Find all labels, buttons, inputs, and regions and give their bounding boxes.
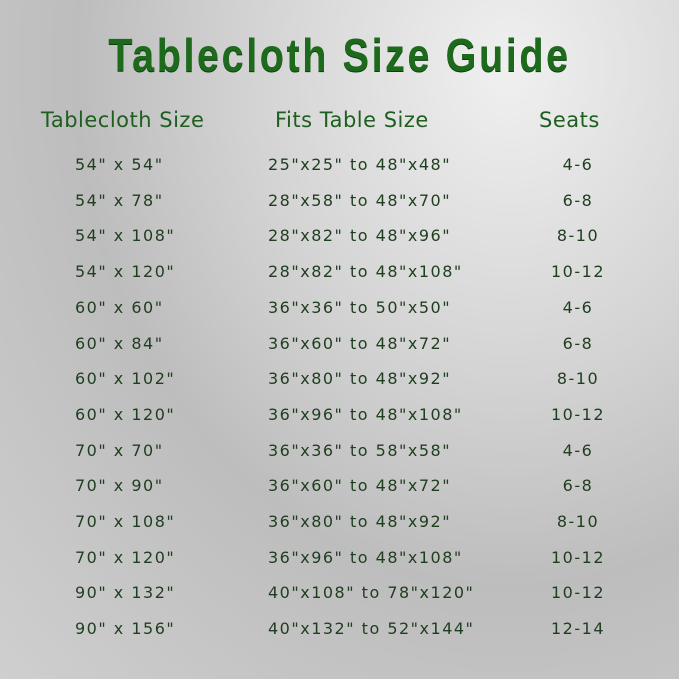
tablecloth-size-cell: 60" x 60" [75, 297, 164, 317]
seats-cell: 8-10 [556, 226, 600, 246]
header-tablecloth-size: Tablecloth Size [41, 108, 205, 132]
tablecloth-size-cell: 54" x 108" [75, 226, 176, 246]
seats-cell: 8-10 [556, 512, 600, 531]
tablecloth-size-cell: 70" x 70" [75, 440, 164, 460]
fits-table-size-cell: 36"x80" to 48"x92" [268, 369, 452, 389]
table-row: 70" x 120" 36"x96" to 48"x108" 10-12 [0, 548, 679, 578]
seats-cell: 10-12 [551, 547, 605, 567]
fits-table-size-cell: 40"x108" to 78"x120" [268, 583, 475, 603]
fits-table-size-cell: 28"x58" to 48"x70" [268, 190, 452, 210]
seats-cell: 4-6 [562, 440, 594, 460]
fits-table-size-cell: 36"x80" to 48"x92" [268, 512, 452, 531]
table-row: 70" x 90" 36"x60" to 48"x72" 6-8 [0, 476, 679, 506]
fits-table-size-cell: 36"x60" to 48"x72" [268, 476, 452, 496]
table-row: 54" x 54" 25"x25" to 48"x48" 4-6 [0, 155, 679, 185]
seats-cell: 4-6 [562, 155, 594, 174]
table-row: 60" x 84" 36"x60" to 48"x72" 6-8 [0, 334, 679, 364]
tablecloth-size-cell: 90" x 156" [75, 619, 176, 639]
tablecloth-size-cell: 90" x 132" [75, 583, 176, 603]
table-row: 70" x 108" 36"x80" to 48"x92" 8-10 [0, 512, 679, 542]
tablecloth-size-cell: 60" x 84" [75, 333, 164, 353]
fits-table-size-cell: 36"x36" to 50"x50" [268, 297, 452, 317]
table-row: 54" x 78" 28"x58" to 48"x70" 6-8 [0, 191, 679, 221]
seats-cell: 10-12 [551, 404, 605, 424]
header-fits-table-size: Fits Table Size [275, 108, 429, 132]
fits-table-size-cell: 36"x96" to 48"x108" [268, 404, 463, 424]
header-seats: Seats [539, 108, 600, 132]
table-row: 70" x 70" 36"x36" to 58"x58" 4-6 [0, 441, 679, 471]
seats-cell: 6-8 [562, 190, 594, 210]
fits-table-size-cell: 28"x82" to 48"x96" [268, 226, 452, 246]
fits-table-size-cell: 36"x60" to 48"x72" [268, 333, 452, 353]
seats-cell: 6-8 [562, 476, 594, 496]
tablecloth-size-cell: 70" x 120" [75, 547, 176, 567]
fits-table-size-cell: 36"x96" to 48"x108" [268, 547, 463, 567]
fits-table-size-cell: 28"x82" to 48"x108" [268, 262, 463, 282]
table-row: 90" x 132" 40"x108" to 78"x120" 10-12 [0, 583, 679, 613]
tablecloth-size-cell: 54" x 54" [75, 155, 164, 174]
tablecloth-size-cell: 70" x 90" [75, 476, 164, 496]
table-row: 54" x 108" 28"x82" to 48"x96" 8-10 [0, 226, 679, 256]
table-row: 90" x 156" 40"x132" to 52"x144" 12-14 [0, 619, 679, 649]
fits-table-size-cell: 36"x36" to 58"x58" [268, 440, 452, 460]
table-row: 60" x 102" 36"x80" to 48"x92" 8-10 [0, 369, 679, 399]
fits-table-size-cell: 40"x132" to 52"x144" [268, 619, 475, 639]
seats-cell: 6-8 [562, 333, 594, 353]
fits-table-size-cell: 25"x25" to 48"x48" [268, 155, 452, 174]
seats-cell: 10-12 [551, 262, 605, 282]
page-title: Tablecloth Size Guide [108, 29, 571, 81]
tablecloth-size-cell: 60" x 102" [75, 369, 176, 389]
table-row: 60" x 60" 36"x36" to 50"x50" 4-6 [0, 298, 679, 328]
seats-cell: 4-6 [562, 297, 594, 317]
tablecloth-size-cell: 60" x 120" [75, 404, 176, 424]
tablecloth-size-cell: 54" x 120" [75, 262, 176, 282]
table-row: 60" x 120" 36"x96" to 48"x108" 10-12 [0, 405, 679, 435]
tablecloth-size-cell: 70" x 108" [75, 512, 176, 531]
seats-cell: 8-10 [556, 369, 600, 389]
seats-cell: 10-12 [551, 583, 605, 603]
tablecloth-size-cell: 54" x 78" [75, 190, 164, 210]
table-row: 54" x 120" 28"x82" to 48"x108" 10-12 [0, 262, 679, 292]
seats-cell: 12-14 [551, 619, 605, 639]
